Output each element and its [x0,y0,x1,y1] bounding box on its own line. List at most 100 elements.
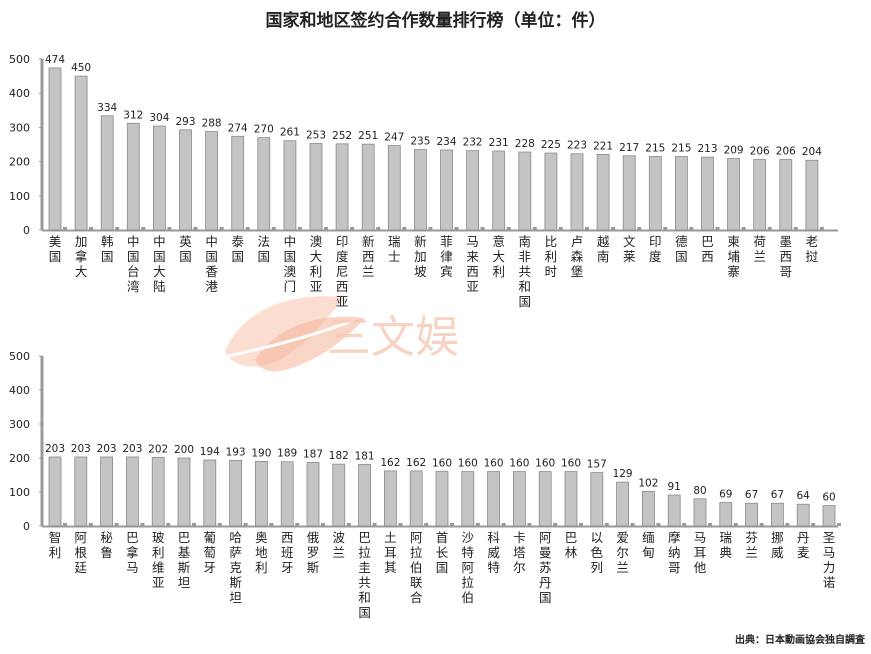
data-label: 215 [671,142,691,154]
data-label: 474 [45,54,65,66]
baseline-notch [741,227,746,230]
category-label: 瑞士 [388,234,401,264]
baseline-notch [217,523,222,526]
bar [727,158,740,231]
data-label: 231 [489,137,509,149]
bar [538,471,552,527]
baseline-notch [837,523,841,526]
data-label: 200 [174,444,194,456]
category-label: 爱尔兰 [616,530,629,575]
bar [387,145,401,231]
bar [492,150,506,231]
data-label: 213 [697,143,717,155]
baseline-notch [398,523,403,526]
bar [231,135,245,231]
category-label: 首长国 [436,530,449,575]
baseline-notch [321,523,325,526]
category-label: 巴林 [565,530,578,560]
data-label: 304 [149,112,169,124]
category-label: 新加坡 [414,234,427,279]
category-label: 南非共和国 [519,234,532,309]
data-label: 253 [306,129,326,141]
category-label: 挪威 [771,530,784,560]
baseline-notch [558,227,563,230]
bar [513,471,526,527]
category-label: 老挝 [806,234,819,264]
data-label: 67 [771,489,784,501]
bar [487,471,501,527]
data-label: 223 [567,140,587,152]
bar [126,122,140,231]
data-label: 162 [406,457,426,469]
data-label: 64 [797,490,811,502]
data-label: 251 [358,130,378,142]
baseline-notch [450,523,454,526]
category-label: 比利时 [545,234,558,279]
category-label: 荷兰 [753,234,766,264]
data-label: 312 [123,109,143,121]
data-label: 203 [122,443,142,455]
data-label: 274 [228,122,248,134]
bar [719,502,733,527]
data-label: 189 [277,448,297,460]
baseline-notch [219,227,224,230]
bar [544,152,558,231]
bar [590,472,604,527]
baseline-notch [63,523,67,526]
bar [570,153,584,231]
baseline-notch [811,523,816,526]
data-label: 270 [254,124,274,136]
baseline-notch [167,227,172,230]
bar [306,462,320,527]
data-label: 215 [645,142,665,154]
baseline-notch [243,523,248,526]
bar [409,470,423,527]
category-label: 韩国 [101,234,114,264]
baseline-notch [141,227,146,230]
data-label: 293 [175,116,195,128]
bar [100,456,113,527]
y-tick-label: 400 [9,384,30,397]
data-label: 235 [410,136,430,148]
category-label: 圣马力诺 [823,530,836,590]
category-label: 以色列 [591,530,604,575]
baseline-notch [424,523,429,526]
baseline-notch [269,523,274,526]
baseline-notch [402,227,407,230]
baseline-notch [733,523,738,526]
data-label: 202 [148,443,168,455]
category-label: 英国 [179,234,192,264]
data-label: 247 [384,132,404,144]
category-label: 柬埔寨 [727,234,740,279]
bar [745,502,758,527]
bar [648,156,662,231]
bar [771,502,784,527]
baseline-notch [611,227,616,230]
category-label: 泰国 [231,234,244,264]
category-label: 马来西亚 [466,234,479,294]
y-tick-label: 0 [23,520,30,533]
baseline-notch [346,523,351,526]
baseline-notch [372,523,377,526]
data-label: 232 [463,137,483,149]
bar [518,151,532,231]
bar [254,460,268,527]
baseline-notch [585,227,589,230]
category-label: 中国香港 [205,234,218,294]
data-label: 190 [251,447,271,459]
baseline-notch [324,227,328,230]
baseline-notch [604,523,609,526]
category-label: 巴西 [701,234,714,264]
baseline-notch [819,227,824,230]
category-label: 秘鲁 [100,530,113,560]
bar [596,154,610,231]
baseline-notch [140,523,145,526]
bar [796,503,810,527]
data-label: 217 [619,142,639,154]
category-label: 哈萨克斯坦 [229,530,242,605]
data-label: 203 [71,443,91,455]
bar [440,149,453,231]
category-label: 摩纳哥 [668,530,681,575]
baseline-notch [295,523,300,526]
data-label: 181 [355,450,375,462]
